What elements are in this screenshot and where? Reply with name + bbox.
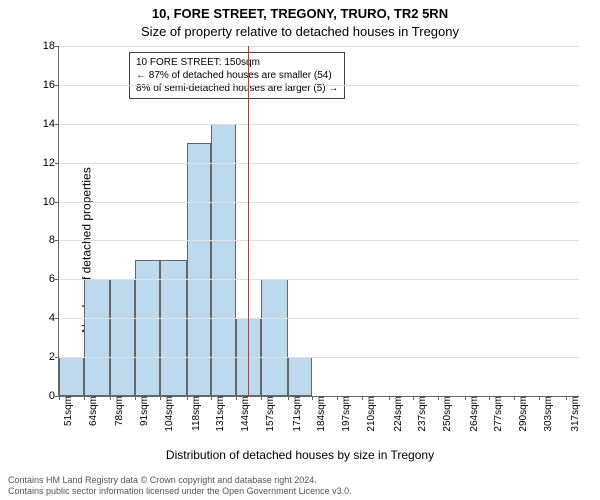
y-tick-label: 2: [35, 351, 55, 363]
x-tick-mark: [566, 396, 567, 400]
x-tick-mark: [160, 396, 161, 400]
x-tick-label: 64sqm: [88, 396, 99, 426]
x-tick-mark: [312, 396, 313, 400]
y-tick-mark: [55, 318, 59, 319]
x-tick-mark: [187, 396, 188, 400]
grid-line: [59, 202, 579, 203]
x-tick-mark: [59, 396, 60, 400]
x-tick-label: 237sqm: [417, 396, 428, 432]
x-tick-mark: [514, 396, 515, 400]
chart-footer: Contains HM Land Registry data © Crown c…: [8, 475, 592, 498]
y-tick-mark: [55, 202, 59, 203]
y-tick-label: 0: [35, 390, 55, 402]
y-tick-mark: [55, 85, 59, 86]
y-tick-label: 10: [35, 196, 55, 208]
x-tick-label: 118sqm: [191, 396, 202, 431]
x-tick-mark: [539, 396, 540, 400]
y-tick-mark: [55, 124, 59, 125]
x-tick-mark: [135, 396, 136, 400]
plot-area: 10 FORE STREET: 150sqm ← 87% of detached…: [58, 46, 579, 397]
x-tick-mark: [110, 396, 111, 400]
x-tick-mark: [465, 396, 466, 400]
x-tick-mark: [211, 396, 212, 400]
x-tick-label: 264sqm: [469, 396, 480, 432]
x-tick-label: 157sqm: [265, 396, 276, 432]
x-tick-label: 210sqm: [366, 396, 377, 432]
histogram-bar: [59, 357, 84, 396]
x-tick-mark: [337, 396, 338, 400]
annotation-box: 10 FORE STREET: 150sqm ← 87% of detached…: [129, 52, 345, 99]
x-tick-label: 78sqm: [114, 396, 125, 426]
y-tick-label: 16: [35, 79, 55, 91]
histogram-bar: [110, 279, 135, 396]
grid-line: [59, 318, 579, 319]
x-tick-mark: [413, 396, 414, 400]
property-size-chart: 10, FORE STREET, TREGONY, TRURO, TR2 5RN…: [0, 0, 600, 500]
annotation-line2: ← 87% of detached houses are smaller (54…: [136, 69, 338, 82]
y-tick-label: 18: [35, 40, 55, 52]
x-tick-label: 290sqm: [518, 396, 529, 432]
x-tick-label: 51sqm: [63, 396, 74, 426]
x-tick-label: 91sqm: [139, 396, 150, 426]
grid-line: [59, 279, 579, 280]
histogram-bar: [261, 279, 288, 396]
x-tick-mark: [261, 396, 262, 400]
x-tick-label: 104sqm: [164, 396, 175, 432]
x-tick-label: 171sqm: [292, 396, 303, 432]
x-tick-mark: [389, 396, 390, 400]
x-tick-label: 303sqm: [543, 396, 554, 432]
x-tick-label: 224sqm: [393, 396, 404, 432]
x-tick-mark: [236, 396, 237, 400]
x-tick-label: 131sqm: [215, 396, 226, 432]
y-tick-label: 6: [35, 273, 55, 285]
x-tick-label: 277sqm: [493, 396, 504, 432]
x-tick-mark: [288, 396, 289, 400]
y-tick-label: 4: [35, 312, 55, 324]
grid-line: [59, 124, 579, 125]
x-tick-label: 184sqm: [316, 396, 327, 432]
grid-line: [59, 46, 579, 47]
x-tick-label: 317sqm: [570, 396, 581, 432]
x-tick-label: 250sqm: [442, 396, 453, 432]
y-tick-label: 14: [35, 118, 55, 130]
y-tick-mark: [55, 163, 59, 164]
y-tick-label: 12: [35, 157, 55, 169]
histogram-bar: [84, 279, 111, 396]
x-tick-label: 197sqm: [341, 396, 352, 432]
annotation-line1: 10 FORE STREET: 150sqm: [136, 56, 338, 69]
grid-line: [59, 240, 579, 241]
grid-line: [59, 163, 579, 164]
x-tick-mark: [438, 396, 439, 400]
footer-line2: Contains public sector information licen…: [8, 486, 592, 498]
y-tick-mark: [55, 46, 59, 47]
footer-line1: Contains HM Land Registry data © Crown c…: [8, 475, 592, 487]
x-tick-mark: [489, 396, 490, 400]
chart-title-address: 10, FORE STREET, TREGONY, TRURO, TR2 5RN: [0, 6, 600, 21]
grid-line: [59, 357, 579, 358]
x-tick-mark: [84, 396, 85, 400]
y-tick-mark: [55, 240, 59, 241]
histogram-bar: [211, 124, 236, 396]
histogram-bar: [288, 357, 313, 396]
chart-subtitle: Size of property relative to detached ho…: [0, 24, 600, 39]
y-tick-mark: [55, 357, 59, 358]
grid-line: [59, 85, 579, 86]
property-marker-line: [248, 46, 249, 396]
y-tick-mark: [55, 279, 59, 280]
y-tick-label: 8: [35, 234, 55, 246]
x-axis-label: Distribution of detached houses by size …: [0, 448, 600, 462]
x-tick-label: 144sqm: [240, 396, 251, 432]
x-tick-mark: [362, 396, 363, 400]
